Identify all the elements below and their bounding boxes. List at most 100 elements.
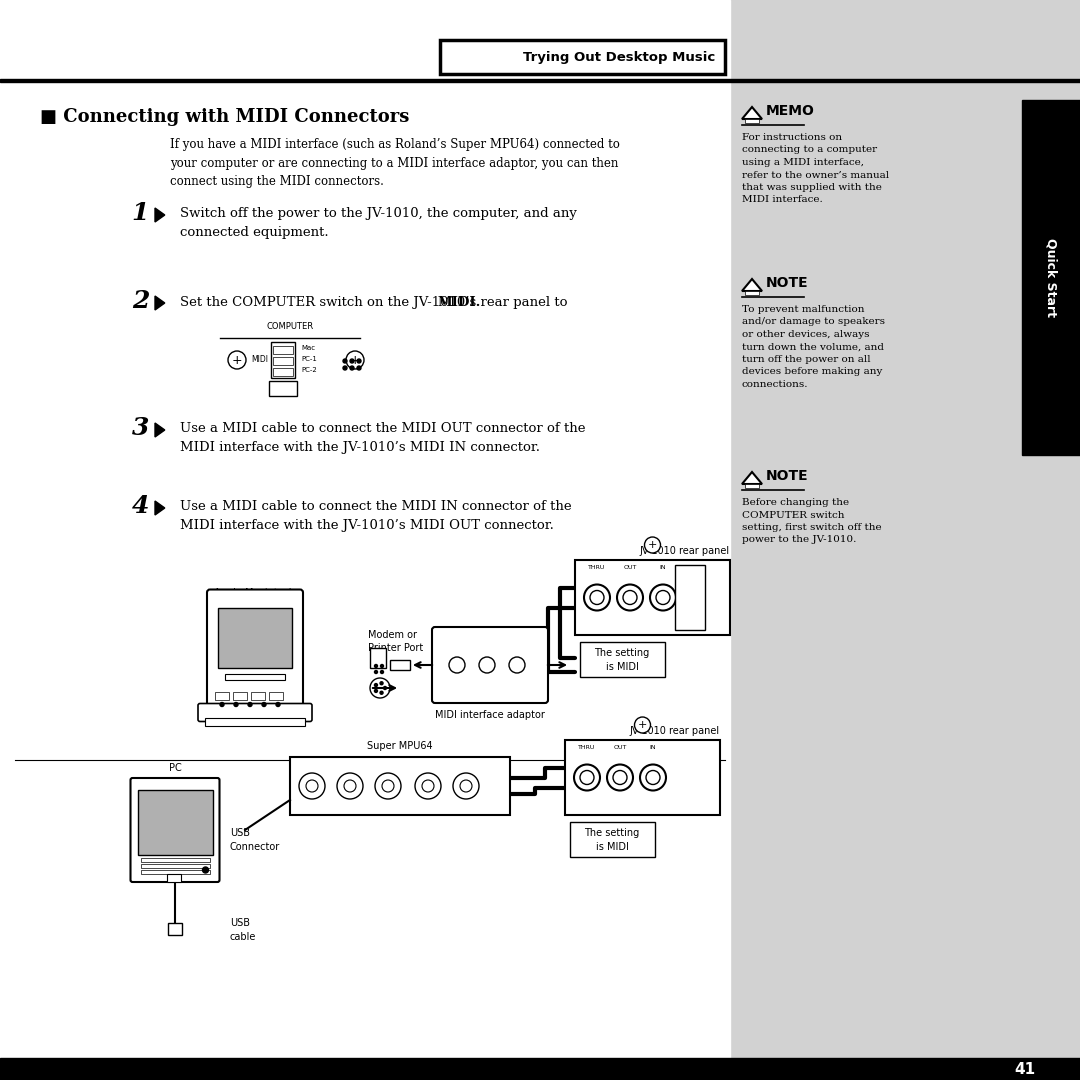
Polygon shape — [156, 501, 165, 515]
Circle shape — [623, 591, 637, 605]
Circle shape — [350, 359, 354, 363]
Bar — [167, 874, 181, 882]
Circle shape — [337, 773, 363, 799]
Circle shape — [383, 687, 387, 689]
Circle shape — [607, 765, 633, 791]
Text: PC-1: PC-1 — [301, 356, 316, 362]
Polygon shape — [156, 296, 165, 310]
Circle shape — [380, 664, 383, 667]
Text: For instructions on
connecting to a computer
using a MIDI interface,
refer to th: For instructions on connecting to a comp… — [742, 133, 889, 204]
Circle shape — [415, 773, 441, 799]
Text: COMPUTER: COMPUTER — [267, 322, 313, 330]
Text: MIDI.: MIDI. — [437, 296, 481, 309]
Text: Apple Macintosh: Apple Macintosh — [215, 588, 296, 598]
Bar — [215, 691, 229, 700]
Text: PC: PC — [168, 762, 181, 773]
Text: USB
cable: USB cable — [230, 918, 256, 942]
Circle shape — [228, 351, 246, 369]
Circle shape — [453, 773, 480, 799]
Text: JV-1010 rear panel: JV-1010 rear panel — [639, 546, 730, 556]
Bar — [675, 565, 705, 630]
Text: Switch off the power to the JV-1010, the computer, and any
connected equipment.: Switch off the power to the JV-1010, the… — [180, 207, 577, 239]
Bar — [269, 381, 297, 396]
Text: Modem or
Printer Port: Modem or Printer Port — [368, 630, 423, 653]
Circle shape — [343, 366, 347, 370]
FancyBboxPatch shape — [432, 627, 548, 703]
Circle shape — [234, 702, 238, 706]
Bar — [745, 119, 759, 123]
Text: IN: IN — [660, 565, 666, 570]
Text: +: + — [638, 720, 647, 730]
Circle shape — [650, 584, 676, 610]
Bar — [273, 346, 293, 354]
Bar — [440, 40, 725, 75]
Text: 1: 1 — [132, 201, 149, 225]
Bar — [140, 870, 210, 874]
Bar — [168, 923, 183, 935]
Circle shape — [380, 691, 383, 694]
Circle shape — [262, 702, 266, 706]
Text: MIDI: MIDI — [251, 355, 268, 365]
Bar — [0, 0, 730, 1080]
Text: NOTE: NOTE — [766, 276, 809, 291]
Circle shape — [635, 717, 650, 733]
Bar — [575, 561, 730, 635]
Bar — [218, 607, 292, 667]
Circle shape — [350, 366, 354, 370]
Bar — [390, 660, 410, 670]
FancyBboxPatch shape — [131, 778, 219, 882]
Bar — [140, 858, 210, 862]
Text: PC-2: PC-2 — [301, 367, 316, 373]
Circle shape — [375, 684, 377, 687]
Circle shape — [380, 681, 383, 685]
Circle shape — [346, 351, 364, 369]
Circle shape — [343, 359, 347, 363]
Circle shape — [646, 770, 660, 784]
Circle shape — [306, 780, 318, 792]
Circle shape — [509, 657, 525, 673]
Text: The setting
is MIDI: The setting is MIDI — [594, 648, 650, 672]
Text: Super MPU64: Super MPU64 — [367, 741, 433, 751]
Text: USB
Connector: USB Connector — [230, 828, 280, 852]
Bar — [225, 674, 285, 679]
Bar — [0, 1058, 1080, 1080]
Circle shape — [656, 591, 670, 605]
Text: Quick Start: Quick Start — [1044, 238, 1057, 318]
Text: Mac: Mac — [301, 345, 315, 351]
Bar — [140, 864, 210, 868]
Circle shape — [380, 671, 383, 674]
Circle shape — [276, 702, 280, 706]
Text: 2: 2 — [132, 289, 149, 313]
Circle shape — [375, 671, 378, 674]
Text: +: + — [350, 353, 361, 366]
Bar — [251, 691, 265, 700]
Bar — [137, 789, 213, 855]
Bar — [205, 717, 305, 726]
Text: JV-1010 rear panel: JV-1010 rear panel — [630, 726, 720, 735]
Circle shape — [370, 678, 390, 698]
Circle shape — [357, 366, 361, 370]
Circle shape — [422, 780, 434, 792]
Circle shape — [382, 780, 394, 792]
Bar — [271, 342, 295, 378]
Circle shape — [590, 591, 604, 605]
Circle shape — [640, 765, 666, 791]
Bar — [291, 757, 510, 815]
Text: Use a MIDI cable to connect the MIDI OUT connector of the
MIDI interface with th: Use a MIDI cable to connect the MIDI OUT… — [180, 422, 585, 454]
Circle shape — [357, 359, 361, 363]
Bar — [745, 484, 759, 488]
Circle shape — [345, 780, 356, 792]
Circle shape — [375, 664, 378, 667]
Text: ■ Connecting with MIDI Connectors: ■ Connecting with MIDI Connectors — [40, 108, 409, 126]
Circle shape — [449, 657, 465, 673]
Polygon shape — [742, 107, 762, 119]
FancyBboxPatch shape — [207, 590, 303, 711]
Circle shape — [248, 702, 252, 706]
Bar — [273, 368, 293, 376]
Text: 41: 41 — [1014, 1062, 1036, 1077]
FancyBboxPatch shape — [198, 703, 312, 721]
Text: NOTE: NOTE — [766, 469, 809, 483]
Bar — [745, 291, 759, 295]
Text: 4: 4 — [132, 494, 149, 518]
Circle shape — [220, 702, 224, 706]
